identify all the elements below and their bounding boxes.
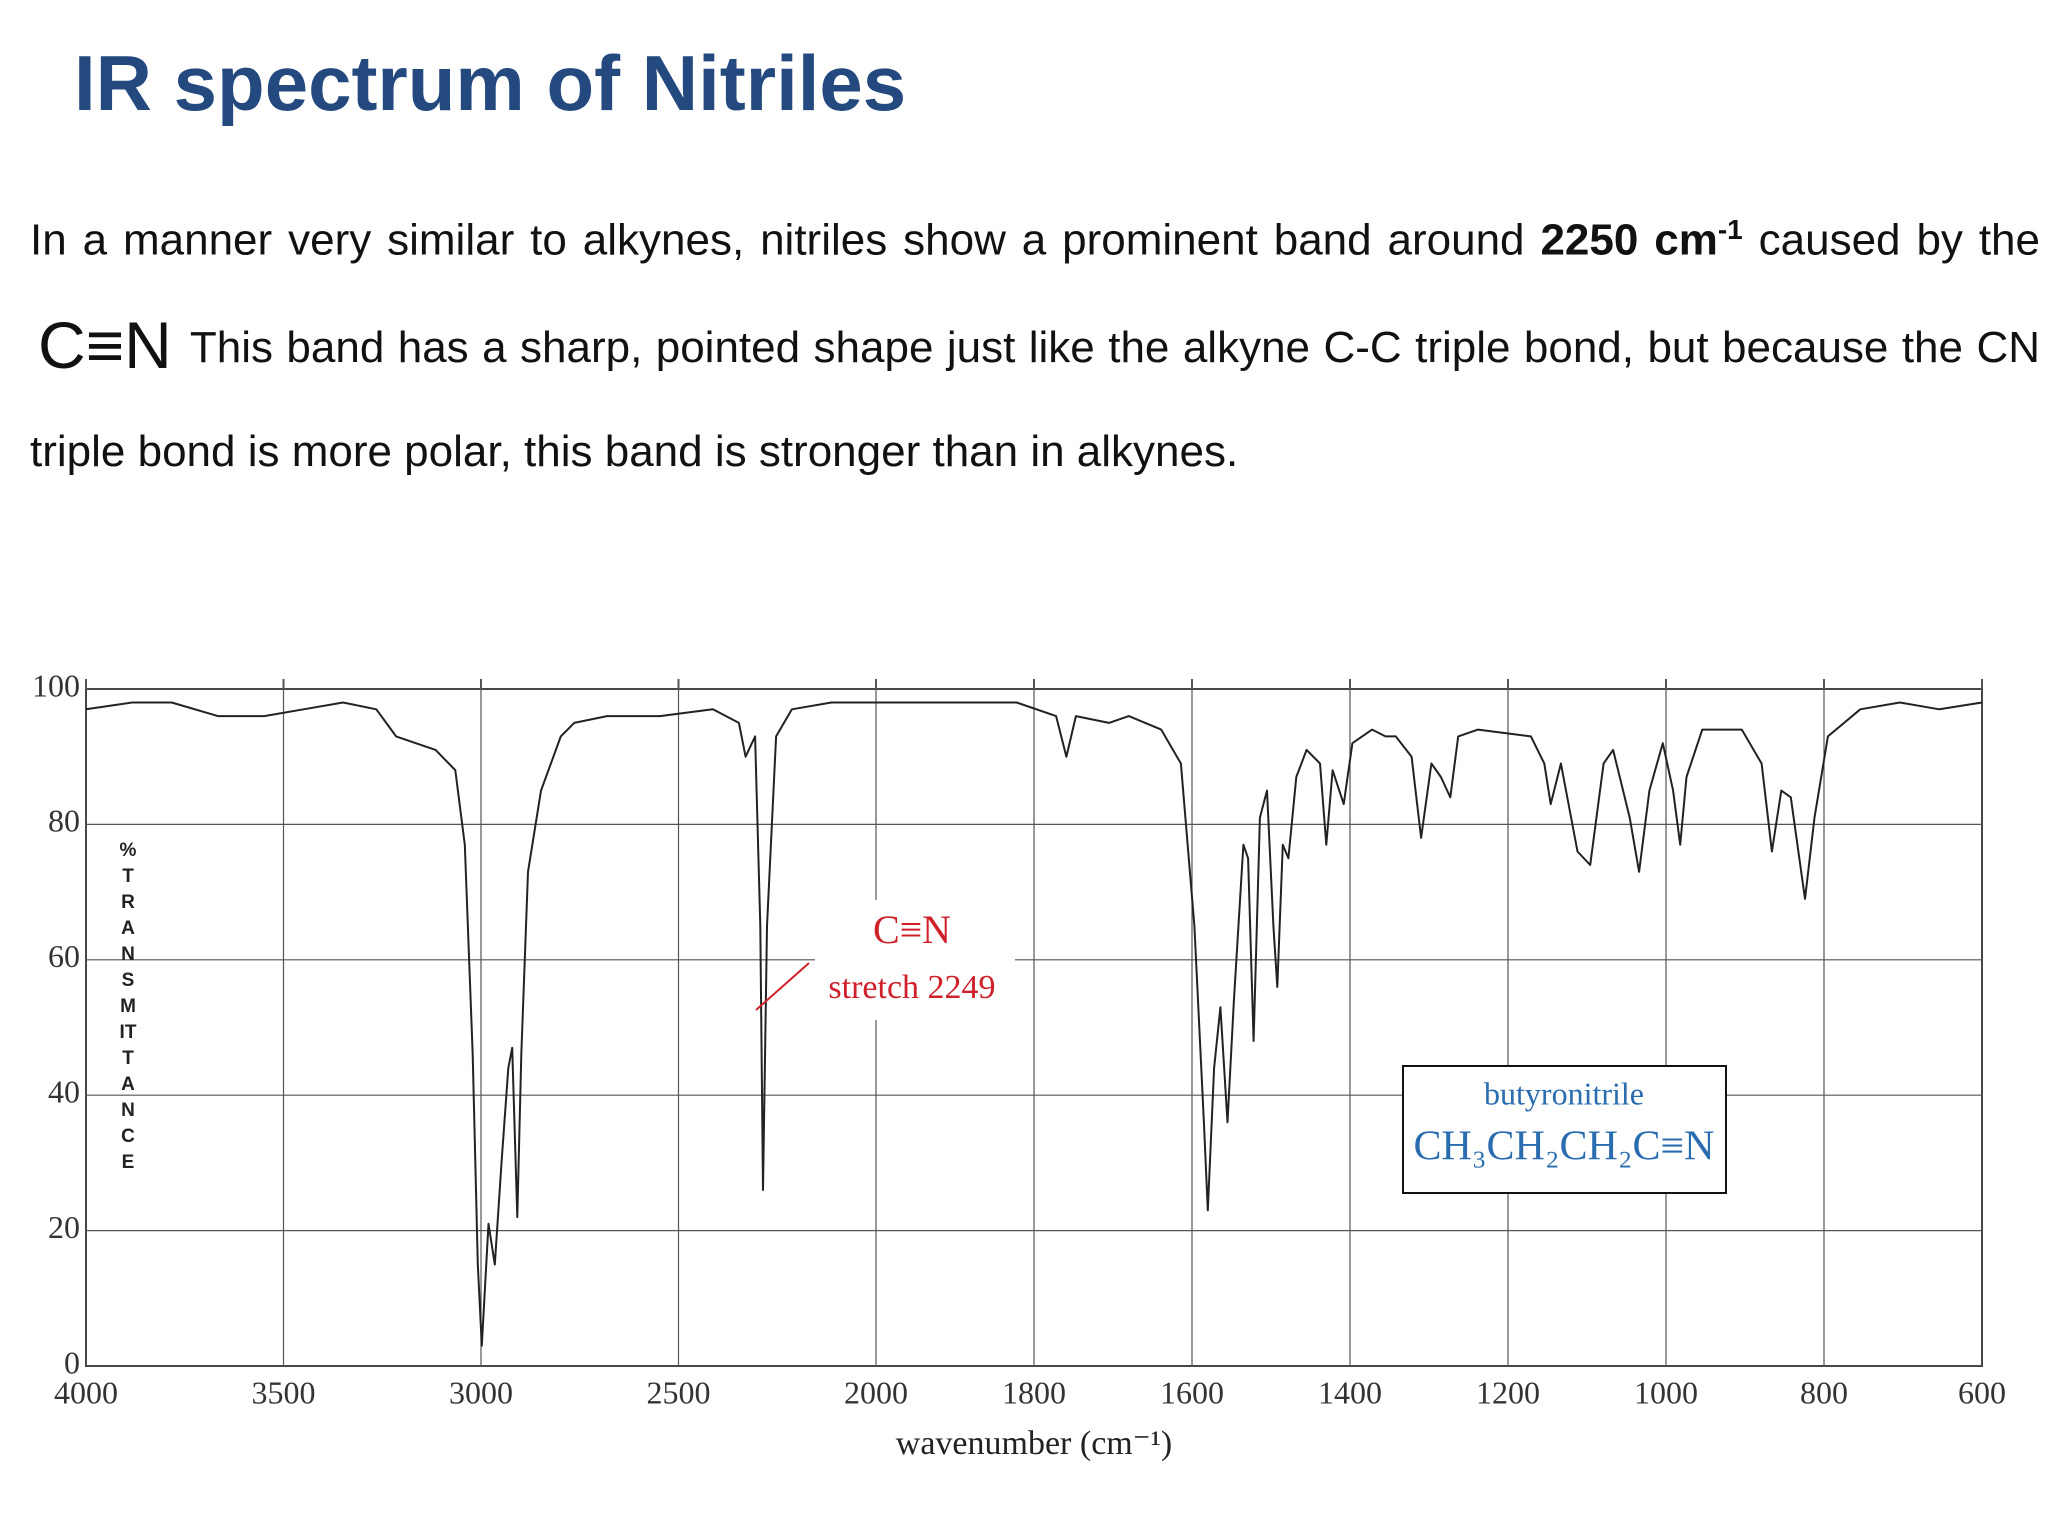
x-tick-label: 600 — [1958, 1374, 2006, 1410]
y-tick-label: 80 — [48, 803, 80, 839]
y-tick-label: 0 — [64, 1344, 80, 1380]
annotation-box — [815, 900, 1015, 1020]
x-tick-label: 3500 — [252, 1374, 316, 1410]
slide-title: IR spectrum of Nitriles — [74, 39, 907, 127]
compound-formula: CH₃CH₂CH₂C≡N — [1414, 1124, 1715, 1170]
superscript: -1 — [1717, 214, 1743, 245]
compound-box — [1402, 1065, 1727, 1194]
y-tick-label: 40 — [48, 1074, 80, 1110]
annotation: stretch 2249 — [828, 969, 995, 1006]
bond-symbol: C≡N — [38, 307, 172, 382]
text: caused by the — [1742, 215, 2040, 265]
x-tick-label: 4000 — [54, 1374, 118, 1410]
x-tick-label: 2500 — [647, 1374, 711, 1410]
x-tick-label: 800 — [1800, 1374, 1848, 1410]
x-tick-label: 3000 — [449, 1374, 513, 1410]
x-tick-label: 2000 — [844, 1374, 908, 1410]
x-tick-label: 1600 — [1160, 1374, 1224, 1410]
text: This band has a sharp, pointed shape jus… — [30, 322, 2040, 476]
x-tick-label: 1800 — [1002, 1374, 1066, 1410]
y-axis-label: %TRANSMITTANCE — [119, 840, 137, 1173]
x-tick-label: 1200 — [1476, 1374, 1540, 1410]
x-tick-label: 1000 — [1634, 1374, 1698, 1410]
y-tick-label: 100 — [32, 667, 80, 703]
bold-text: 2250 cm — [1540, 215, 1718, 265]
annotation-pointer — [755, 962, 810, 1011]
x-axis-label: wavenumber (cm⁻¹) — [896, 1425, 1172, 1462]
annotation: C≡N — [873, 907, 951, 952]
text: In a manner very similar to alkynes, nit… — [30, 215, 1541, 265]
compound-name: butyronitrile — [1484, 1075, 1644, 1111]
x-tick-label: 1400 — [1318, 1374, 1382, 1410]
plot-layer: 0 20 40 60 80 100 4000 3500 3000 2500 2000 1800 1600… — [32, 667, 2006, 1410]
paragraph: In a manner very similar to alkynes, nit… — [30, 178, 2040, 504]
y-tick-label: 60 — [48, 938, 80, 974]
spectrum-line — [85, 701, 1983, 1347]
y-tick-label: 20 — [48, 1209, 80, 1245]
